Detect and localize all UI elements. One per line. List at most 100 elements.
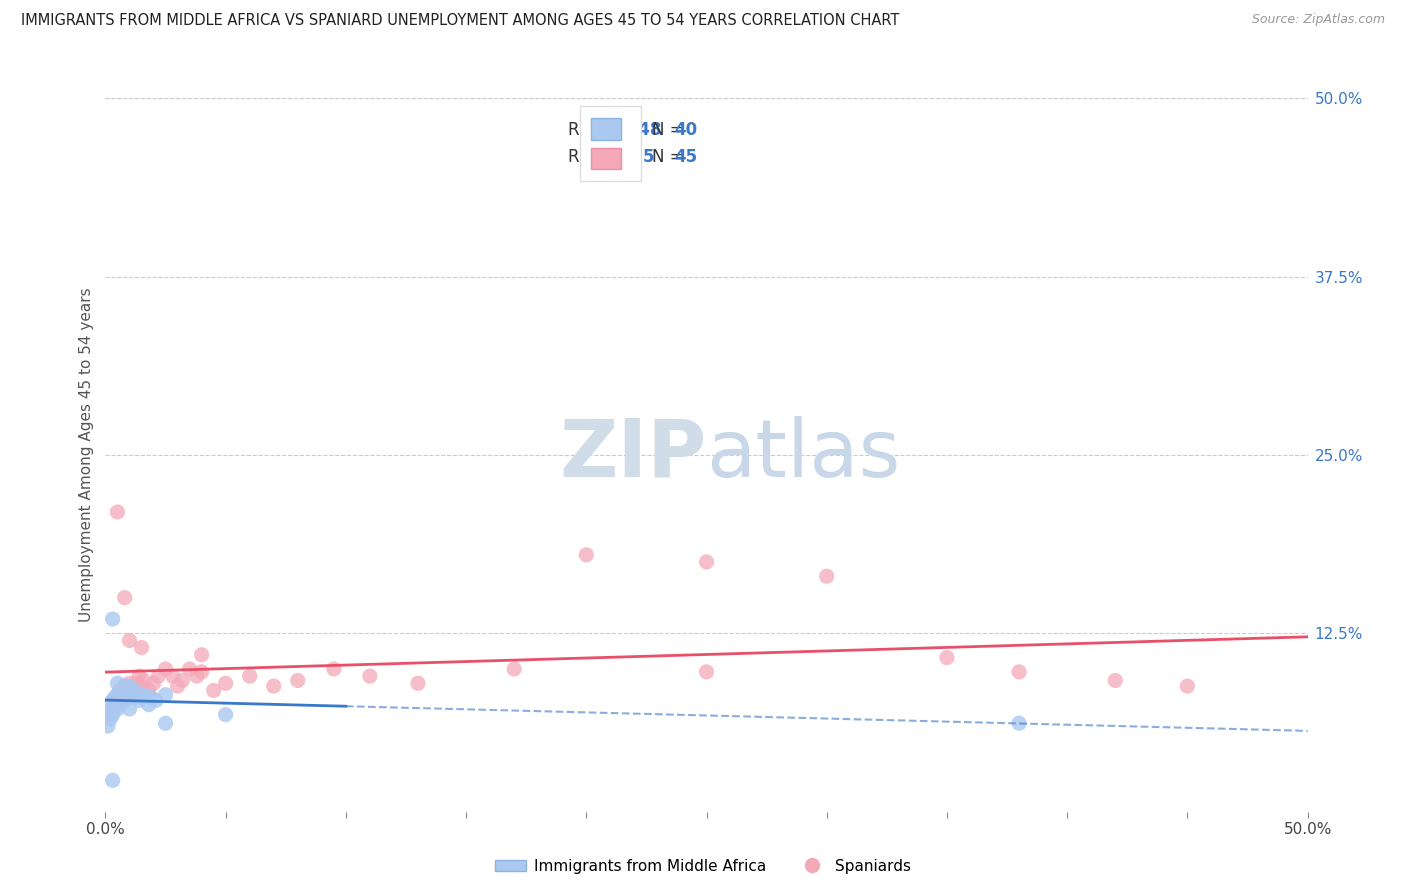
Point [115, 688, 138, 702]
Point [139, 690, 162, 705]
Point [101, 693, 124, 707]
Point [107, 702, 129, 716]
Point [118, 688, 141, 702]
Point [125, 676, 148, 690]
Point [115, 683, 138, 698]
Point [138, 698, 160, 712]
Point [406, 676, 429, 690]
Point [131, 679, 153, 693]
Text: IMMIGRANTS FROM MIDDLE AFRICA VS SPANIARD UNEMPLOYMENT AMONG AGES 45 TO 54 YEARS: IMMIGRANTS FROM MIDDLE AFRICA VS SPANIAR… [21, 13, 900, 29]
Text: -0.048: -0.048 [602, 121, 661, 139]
Point [179, 662, 201, 676]
Point [114, 679, 136, 693]
Point [104, 690, 127, 705]
Legend: , : , [579, 106, 641, 181]
Point [214, 676, 236, 690]
Point [815, 569, 838, 583]
Point [107, 676, 129, 690]
Text: Source: ZipAtlas.com: Source: ZipAtlas.com [1251, 13, 1385, 27]
Point [1104, 673, 1126, 688]
Text: 0.175: 0.175 [602, 148, 654, 166]
Point [287, 673, 309, 688]
Point [108, 683, 131, 698]
Point [107, 693, 129, 707]
Text: R =: R = [568, 121, 605, 139]
Point [145, 693, 167, 707]
Text: 40: 40 [673, 121, 697, 139]
Text: N =: N = [652, 148, 689, 166]
Point [98, 698, 121, 712]
Point [118, 702, 141, 716]
Point [1008, 716, 1031, 731]
Point [97, 719, 120, 733]
Point [118, 633, 141, 648]
Point [101, 707, 124, 722]
Point [101, 773, 124, 788]
Point [1175, 679, 1198, 693]
Point [124, 683, 146, 698]
Point [162, 669, 184, 683]
Point [172, 673, 194, 688]
Point [155, 662, 177, 676]
Point [155, 716, 177, 731]
Point [263, 679, 285, 693]
Text: R =: R = [568, 148, 610, 166]
Point [936, 650, 959, 665]
Point [104, 698, 127, 712]
Point [104, 690, 127, 705]
Y-axis label: Unemployment Among Ages 45 to 54 years: Unemployment Among Ages 45 to 54 years [79, 287, 94, 623]
Point [190, 665, 212, 679]
Point [696, 665, 718, 679]
Point [128, 693, 150, 707]
Point [190, 648, 212, 662]
Point [696, 555, 718, 569]
Point [138, 683, 160, 698]
Point [118, 679, 141, 693]
Point [114, 693, 136, 707]
Point [128, 669, 150, 683]
Point [322, 662, 344, 676]
Point [125, 688, 148, 702]
Point [121, 690, 143, 705]
Point [575, 548, 598, 562]
Point [107, 505, 129, 519]
Point [107, 688, 129, 702]
Point [114, 679, 136, 693]
Point [101, 612, 124, 626]
Point [107, 688, 129, 702]
Point [124, 683, 146, 698]
Point [148, 669, 170, 683]
Point [114, 690, 136, 705]
Point [111, 690, 134, 705]
Point [115, 688, 138, 702]
Point [108, 698, 131, 712]
Legend: Immigrants from Middle Africa, Spaniards: Immigrants from Middle Africa, Spaniards [489, 853, 917, 880]
Point [214, 707, 236, 722]
Point [101, 702, 124, 716]
Point [131, 690, 153, 705]
Point [108, 690, 131, 705]
Point [1008, 665, 1031, 679]
Point [142, 676, 165, 690]
Text: 45: 45 [673, 148, 697, 166]
Point [111, 688, 134, 702]
Point [202, 683, 225, 698]
Point [186, 669, 208, 683]
Point [98, 705, 121, 719]
Point [98, 712, 121, 726]
Point [239, 669, 262, 683]
Point [132, 688, 155, 702]
Point [132, 673, 155, 688]
Point [155, 688, 177, 702]
Point [131, 640, 153, 655]
Point [114, 591, 136, 605]
Point [503, 662, 526, 676]
Point [359, 669, 381, 683]
Text: atlas: atlas [707, 416, 901, 494]
Point [166, 679, 188, 693]
Point [111, 683, 134, 698]
Point [118, 676, 141, 690]
Point [111, 693, 134, 707]
Text: ZIP: ZIP [560, 416, 707, 494]
Text: N =: N = [652, 121, 689, 139]
